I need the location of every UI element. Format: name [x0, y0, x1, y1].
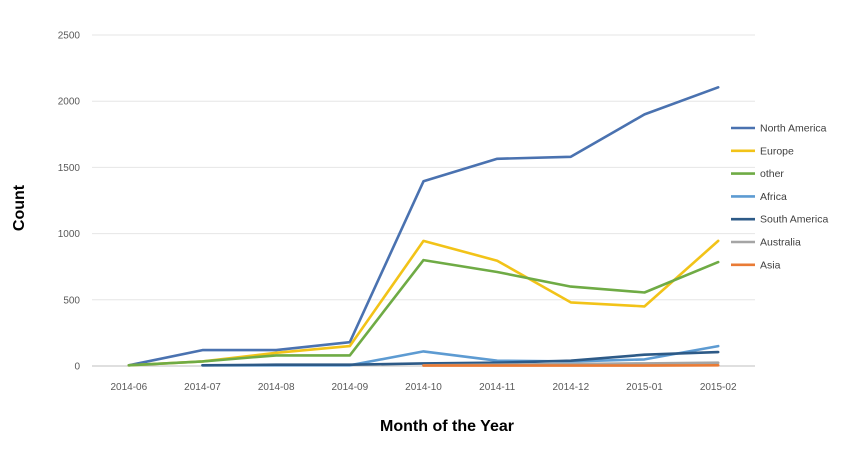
legend-label-south-america: South America — [760, 214, 828, 226]
x-axis-ticks: 2014-06 2014-07 2014-08 2014-09 2014-10 2014-… — [110, 382, 736, 393]
x-tick-label: 2014-12 — [552, 382, 589, 393]
x-tick-label: 2015-01 — [626, 382, 663, 393]
y-axis-ticks: 0 500 1000 1500 2000 2500 — [58, 31, 81, 373]
y-tick-label: 2500 — [58, 31, 81, 42]
y-tick-label: 2000 — [58, 97, 81, 108]
legend-label-other: other — [760, 168, 784, 180]
legend-label-north-america: North America — [760, 123, 827, 135]
series-lines — [127, 86, 720, 367]
legend-label-asia: Asia — [760, 259, 781, 271]
x-tick-label: 2014-09 — [331, 382, 368, 393]
series-line-other — [127, 258, 720, 367]
y-tick-label: 1000 — [58, 229, 81, 240]
x-axis-title: Month of the Year — [380, 418, 514, 435]
x-tick-label: 2014-08 — [258, 382, 295, 393]
legend-label-australia: Australia — [760, 237, 801, 249]
x-tick-label: 2014-06 — [110, 382, 147, 393]
x-tick-label: 2015-02 — [700, 382, 737, 393]
legend: North America Europe other Africa South Amer… — [731, 123, 828, 271]
x-tick-label: 2014-10 — [405, 382, 442, 393]
y-tick-label: 0 — [74, 362, 80, 373]
grid — [92, 34, 755, 367]
y-tick-label: 1500 — [58, 163, 81, 174]
series-line-north-america — [127, 86, 720, 367]
legend-label-africa: Africa — [760, 191, 787, 203]
y-tick-label: 500 — [63, 295, 80, 306]
x-tick-label: 2014-07 — [184, 382, 221, 393]
x-tick-label: 2014-11 — [479, 382, 515, 393]
series-line-south-america — [201, 350, 720, 367]
legend-label-europe: Europe — [760, 145, 794, 157]
y-axis-title: Count — [11, 184, 28, 231]
